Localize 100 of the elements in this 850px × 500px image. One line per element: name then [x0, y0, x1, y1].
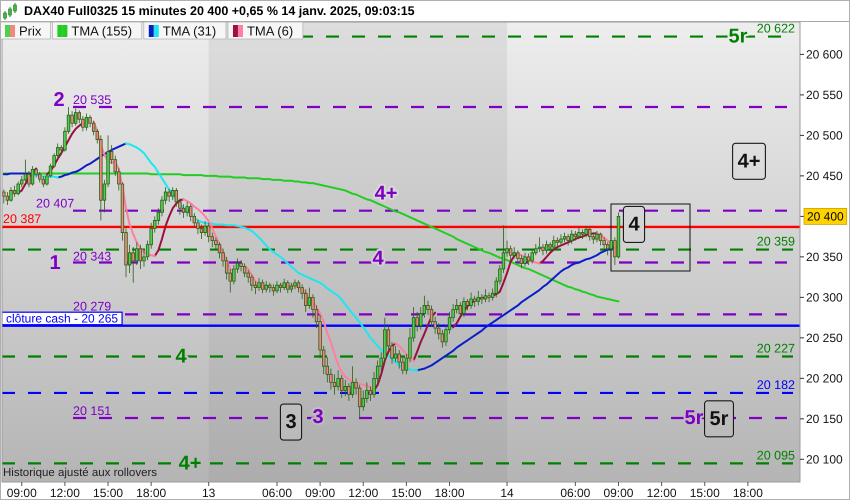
candlestick	[570, 230, 574, 244]
x-tick-label: 06:00	[560, 486, 591, 500]
annotation: 3	[285, 411, 297, 434]
candlestick	[584, 226, 588, 238]
candlestick	[538, 237, 542, 252]
y-tick-label: 20 100	[806, 452, 844, 466]
candlestick	[577, 227, 581, 240]
ref-line-label: clôture cash - 20 265	[6, 311, 118, 326]
y-tick-label: 20 600	[806, 47, 844, 62]
candlestick	[580, 228, 584, 240]
candlestick	[544, 240, 548, 254]
candlestick	[290, 282, 294, 293]
x-tick-label: 12:00	[646, 486, 677, 500]
candlestick	[462, 296, 466, 318]
x-tick-label: 15:00	[93, 486, 124, 500]
candlestick	[167, 188, 171, 202]
candlestick	[272, 284, 276, 296]
candlestick	[275, 280, 279, 294]
ref-line-label: 20 343	[73, 250, 112, 264]
candlestick	[556, 237, 560, 248]
x-tick-label: 12:00	[348, 486, 379, 500]
candlestick	[350, 366, 354, 398]
candlestick	[84, 113, 88, 131]
candlestick	[260, 279, 264, 294]
annotation: 5r	[728, 26, 748, 48]
y-tick-label: 20 550	[806, 88, 844, 102]
candlestick	[574, 230, 578, 242]
candlestick	[2, 189, 6, 204]
candlestick	[264, 280, 268, 293]
ref-line-label: 20 359	[756, 234, 796, 249]
candlestick	[42, 175, 46, 188]
candlestick	[516, 250, 520, 264]
ref-line-label: 20 227	[756, 341, 796, 356]
text: 20 400	[807, 209, 844, 224]
ref-line-label: 20 535	[73, 93, 112, 108]
candlestick	[559, 234, 563, 246]
ref-line-label: 20 622	[756, 22, 796, 36]
x-tick-label: 09:00	[305, 486, 336, 500]
candlestick	[526, 253, 530, 266]
candlestick	[530, 248, 534, 264]
annotation: 4	[628, 213, 640, 236]
legend-label: TMA (31)	[162, 24, 216, 38]
candlestick	[480, 294, 484, 304]
candlestick	[476, 290, 480, 306]
candlestick	[9, 186, 13, 202]
candlestick	[484, 288, 488, 303]
candlestick	[304, 288, 308, 312]
x-tick-label: 15:00	[391, 486, 422, 500]
annotation: 2	[53, 89, 65, 111]
candlestick	[268, 282, 272, 293]
legend-label: Prix	[19, 24, 42, 38]
ref-line-label: 20 279	[73, 299, 112, 314]
candlestick	[520, 254, 524, 269]
candlestick	[74, 108, 78, 126]
candlestick	[250, 274, 254, 292]
candlestick	[595, 230, 599, 243]
annotation: 5r	[684, 407, 704, 430]
annotation: 4+	[374, 182, 398, 205]
annotation: 1	[49, 252, 61, 274]
ref-line-label: 20 407	[36, 196, 74, 211]
candlestick	[138, 244, 142, 270]
ref-line-label: 20 182	[756, 378, 796, 392]
x-tick-label: 09:00	[603, 486, 634, 500]
ref-line-label: 20 095	[756, 448, 796, 462]
candlestick	[185, 201, 189, 217]
chart-title: DAX40 Full0325 15 minutes 20 400 +0,65 % 14 janv. 2025, 09:03:15	[24, 4, 415, 18]
y-tick-label: 20 250	[806, 330, 844, 345]
annotation: 5r	[710, 408, 729, 430]
candlestick	[588, 227, 592, 242]
candlestick	[286, 280, 290, 294]
annotation: Historique ajusté aux rollovers	[3, 467, 158, 479]
x-tick-label: 18:00	[434, 486, 465, 500]
line-series	[2, 172, 620, 302]
candlestick	[206, 222, 210, 243]
y-tick-label: 20 200	[806, 371, 844, 386]
candlestick	[293, 279, 297, 290]
y-tick-label: 20 150	[806, 412, 844, 426]
candlestick	[469, 292, 473, 310]
candlestick	[38, 171, 42, 183]
x-tick-label: 14	[500, 486, 514, 500]
legend-label: TMA (6)	[246, 24, 294, 38]
x-tick-label: 13	[202, 486, 216, 500]
x-tick-label: 09:00	[6, 486, 38, 500]
candlestick	[552, 235, 556, 251]
ref-line-label: 20 151	[73, 404, 112, 418]
legend-label: TMA (155)	[71, 24, 132, 38]
candlestick	[257, 278, 261, 292]
x-tick-label: 06:00	[262, 486, 292, 500]
candlestick	[458, 302, 462, 319]
candlestick	[487, 292, 491, 303]
annotation: 4	[175, 345, 188, 368]
y-tick-label: 20 500	[806, 128, 844, 142]
candlestick	[278, 282, 282, 293]
y-tick-label: 20 450	[806, 168, 844, 183]
x-tick-label: 15:00	[690, 486, 720, 500]
candlestick	[472, 295, 476, 308]
candlestick	[523, 252, 527, 267]
annotation: 4+	[738, 150, 760, 172]
x-tick-label: 18:00	[136, 486, 167, 500]
ref-line-label: 20 387	[3, 212, 42, 226]
